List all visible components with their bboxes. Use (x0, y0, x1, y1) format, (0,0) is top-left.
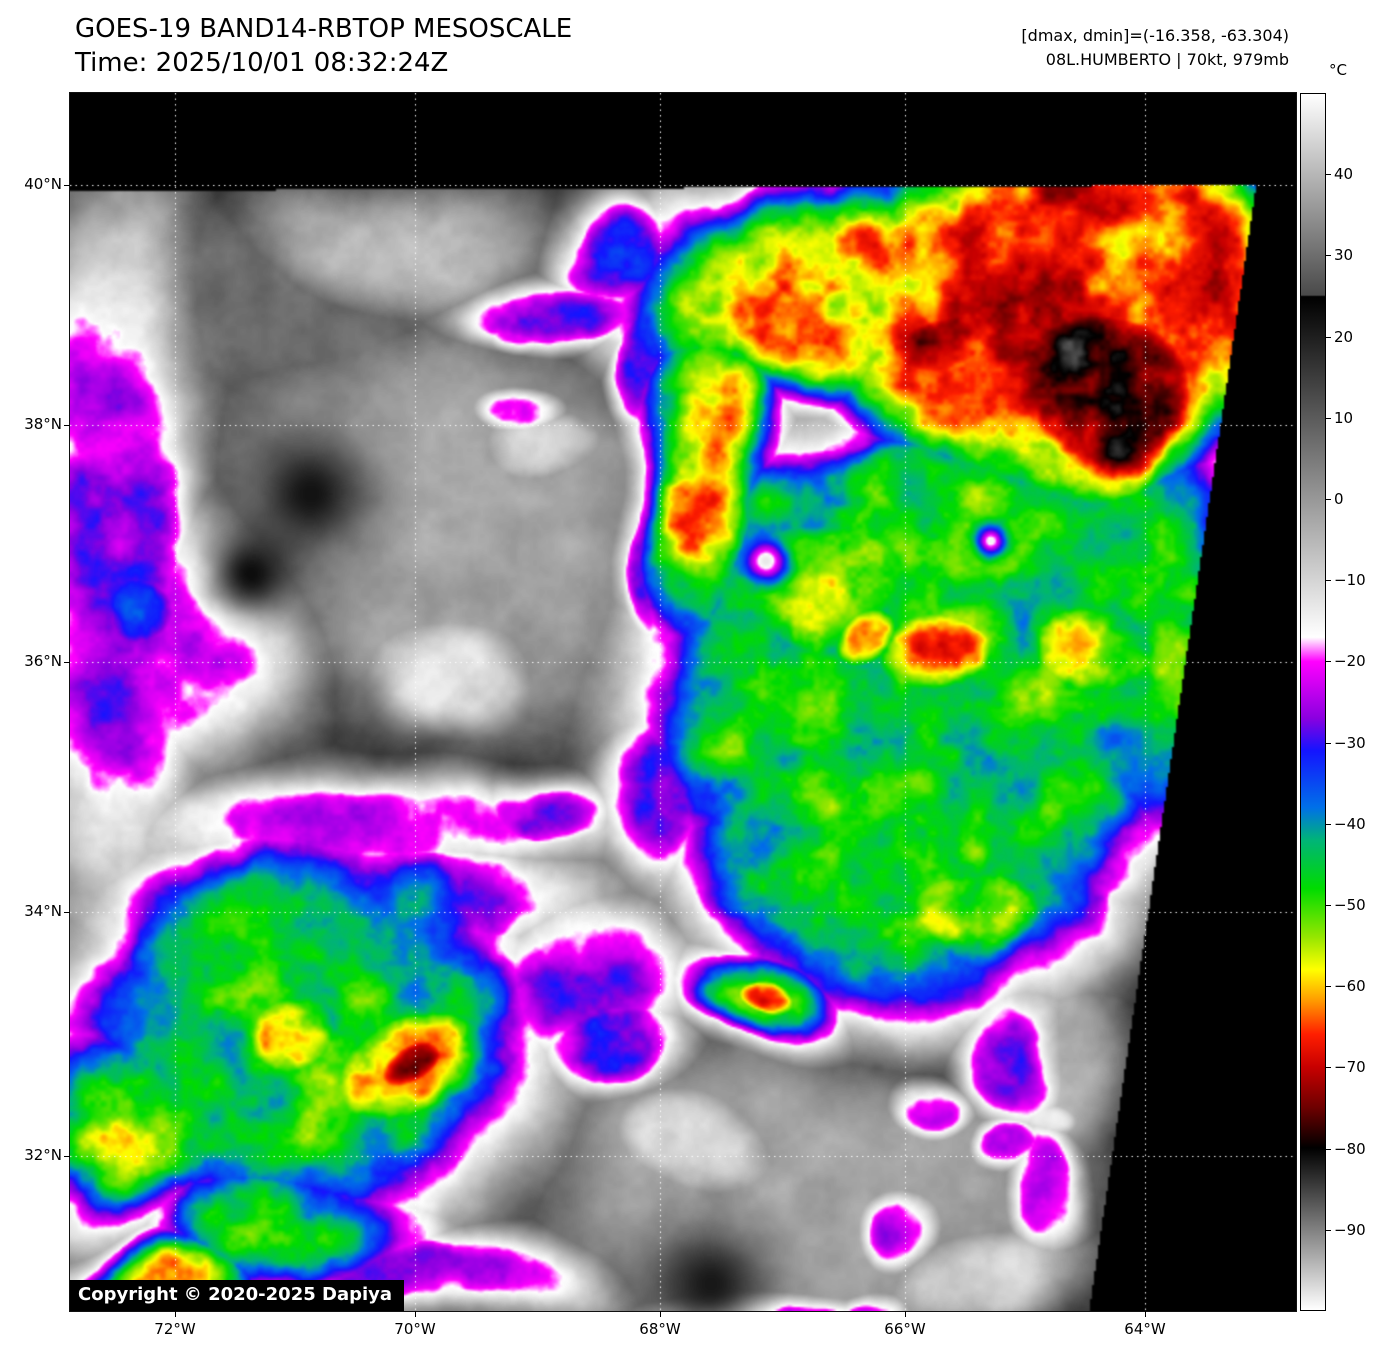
satellite-map: Copyright © 2020-2025 Dapiya (69, 92, 1297, 1312)
colorbar-tick (1326, 417, 1331, 419)
timestamp: Time: 2025/10/01 08:32:24Z (75, 48, 449, 79)
lon-tick-label: 66°W (884, 1320, 926, 1338)
colorbar-tick-label: 40 (1334, 165, 1354, 184)
lat-axis-tick (64, 912, 70, 913)
colorbar-tick (1326, 174, 1331, 176)
lon-axis-tick (1145, 1311, 1146, 1317)
colorbar-tick-label: 10 (1334, 408, 1354, 427)
colorbar-tick-label: −30 (1334, 733, 1366, 752)
lon-axis-tick (175, 1311, 176, 1317)
lon-tick-label: 70°W (394, 1320, 436, 1338)
colorbar-tick-label: −50 (1334, 896, 1366, 914)
lat-axis-tick (64, 1156, 70, 1157)
colorbar-tick (1326, 986, 1331, 988)
lat-axis-tick (64, 662, 70, 663)
lon-axis-tick (660, 1311, 661, 1317)
dmax-dmin-readout: [dmax, dmin]=(-16.358, -63.304) (1021, 26, 1289, 45)
lat-axis-tick (64, 185, 70, 186)
copyright-label: Copyright © 2020-2025 Dapiya (70, 1280, 405, 1311)
meta-block: [dmax, dmin]=(-16.358, -63.304) 08L.HUMB… (1021, 24, 1289, 72)
colorbar-tick-label: −40 (1334, 814, 1366, 833)
colorbar-tick (1326, 580, 1331, 582)
lat-tick-label: 36°N (24, 652, 62, 670)
lon-tick-label: 64°W (1124, 1320, 1166, 1338)
lon-axis-tick (415, 1311, 416, 1317)
colorbar-tick (1326, 905, 1331, 906)
title-block: GOES-19 BAND14-RBTOP MESOSCALE Time: 202… (75, 12, 572, 81)
colorbar-tick (1326, 255, 1331, 257)
colorbar-tick-label: −80 (1334, 1139, 1366, 1158)
colorbar-tick-label: −60 (1334, 977, 1366, 996)
colorbar-tick-label: −70 (1334, 1058, 1366, 1077)
colorbar-tick-label: 0 (1334, 490, 1344, 508)
colorbar-tick (1326, 1229, 1331, 1231)
colorbar-tick-label: −20 (1334, 652, 1366, 671)
colorbar-tick (1326, 336, 1331, 338)
lat-tick-label: 34°N (24, 902, 62, 920)
colorbar-tick (1326, 1067, 1331, 1069)
colorbar-tick (1326, 742, 1331, 744)
colorbar-tick-label: −90 (1334, 1220, 1366, 1239)
colorbar-tick (1326, 499, 1331, 500)
colorbar-tick (1326, 1148, 1331, 1150)
satellite-image (70, 93, 1296, 1311)
colorbar-tick (1326, 661, 1331, 663)
lon-axis-tick (905, 1311, 906, 1317)
product-title: GOES-19 BAND14-RBTOP MESOSCALE (75, 14, 573, 44)
lat-tick-label: 32°N (24, 1146, 62, 1164)
lon-tick-label: 72°W (154, 1320, 196, 1338)
colorbar-tick-label: 20 (1334, 327, 1354, 346)
colorbar-tick-label: 30 (1334, 246, 1354, 265)
colorbar-tick-label: −10 (1334, 571, 1366, 590)
lat-axis-tick (64, 425, 70, 426)
colorbar-gradient (1300, 93, 1326, 1311)
lat-tick-label: 38°N (24, 415, 62, 433)
lon-tick-label: 68°W (639, 1320, 681, 1338)
colorbar-tick (1326, 823, 1331, 825)
colorbar-unit-label: °C (1329, 61, 1347, 79)
lat-tick-label: 40°N (24, 175, 62, 193)
storm-info: 08L.HUMBERTO | 70kt, 979mb (1045, 50, 1289, 69)
